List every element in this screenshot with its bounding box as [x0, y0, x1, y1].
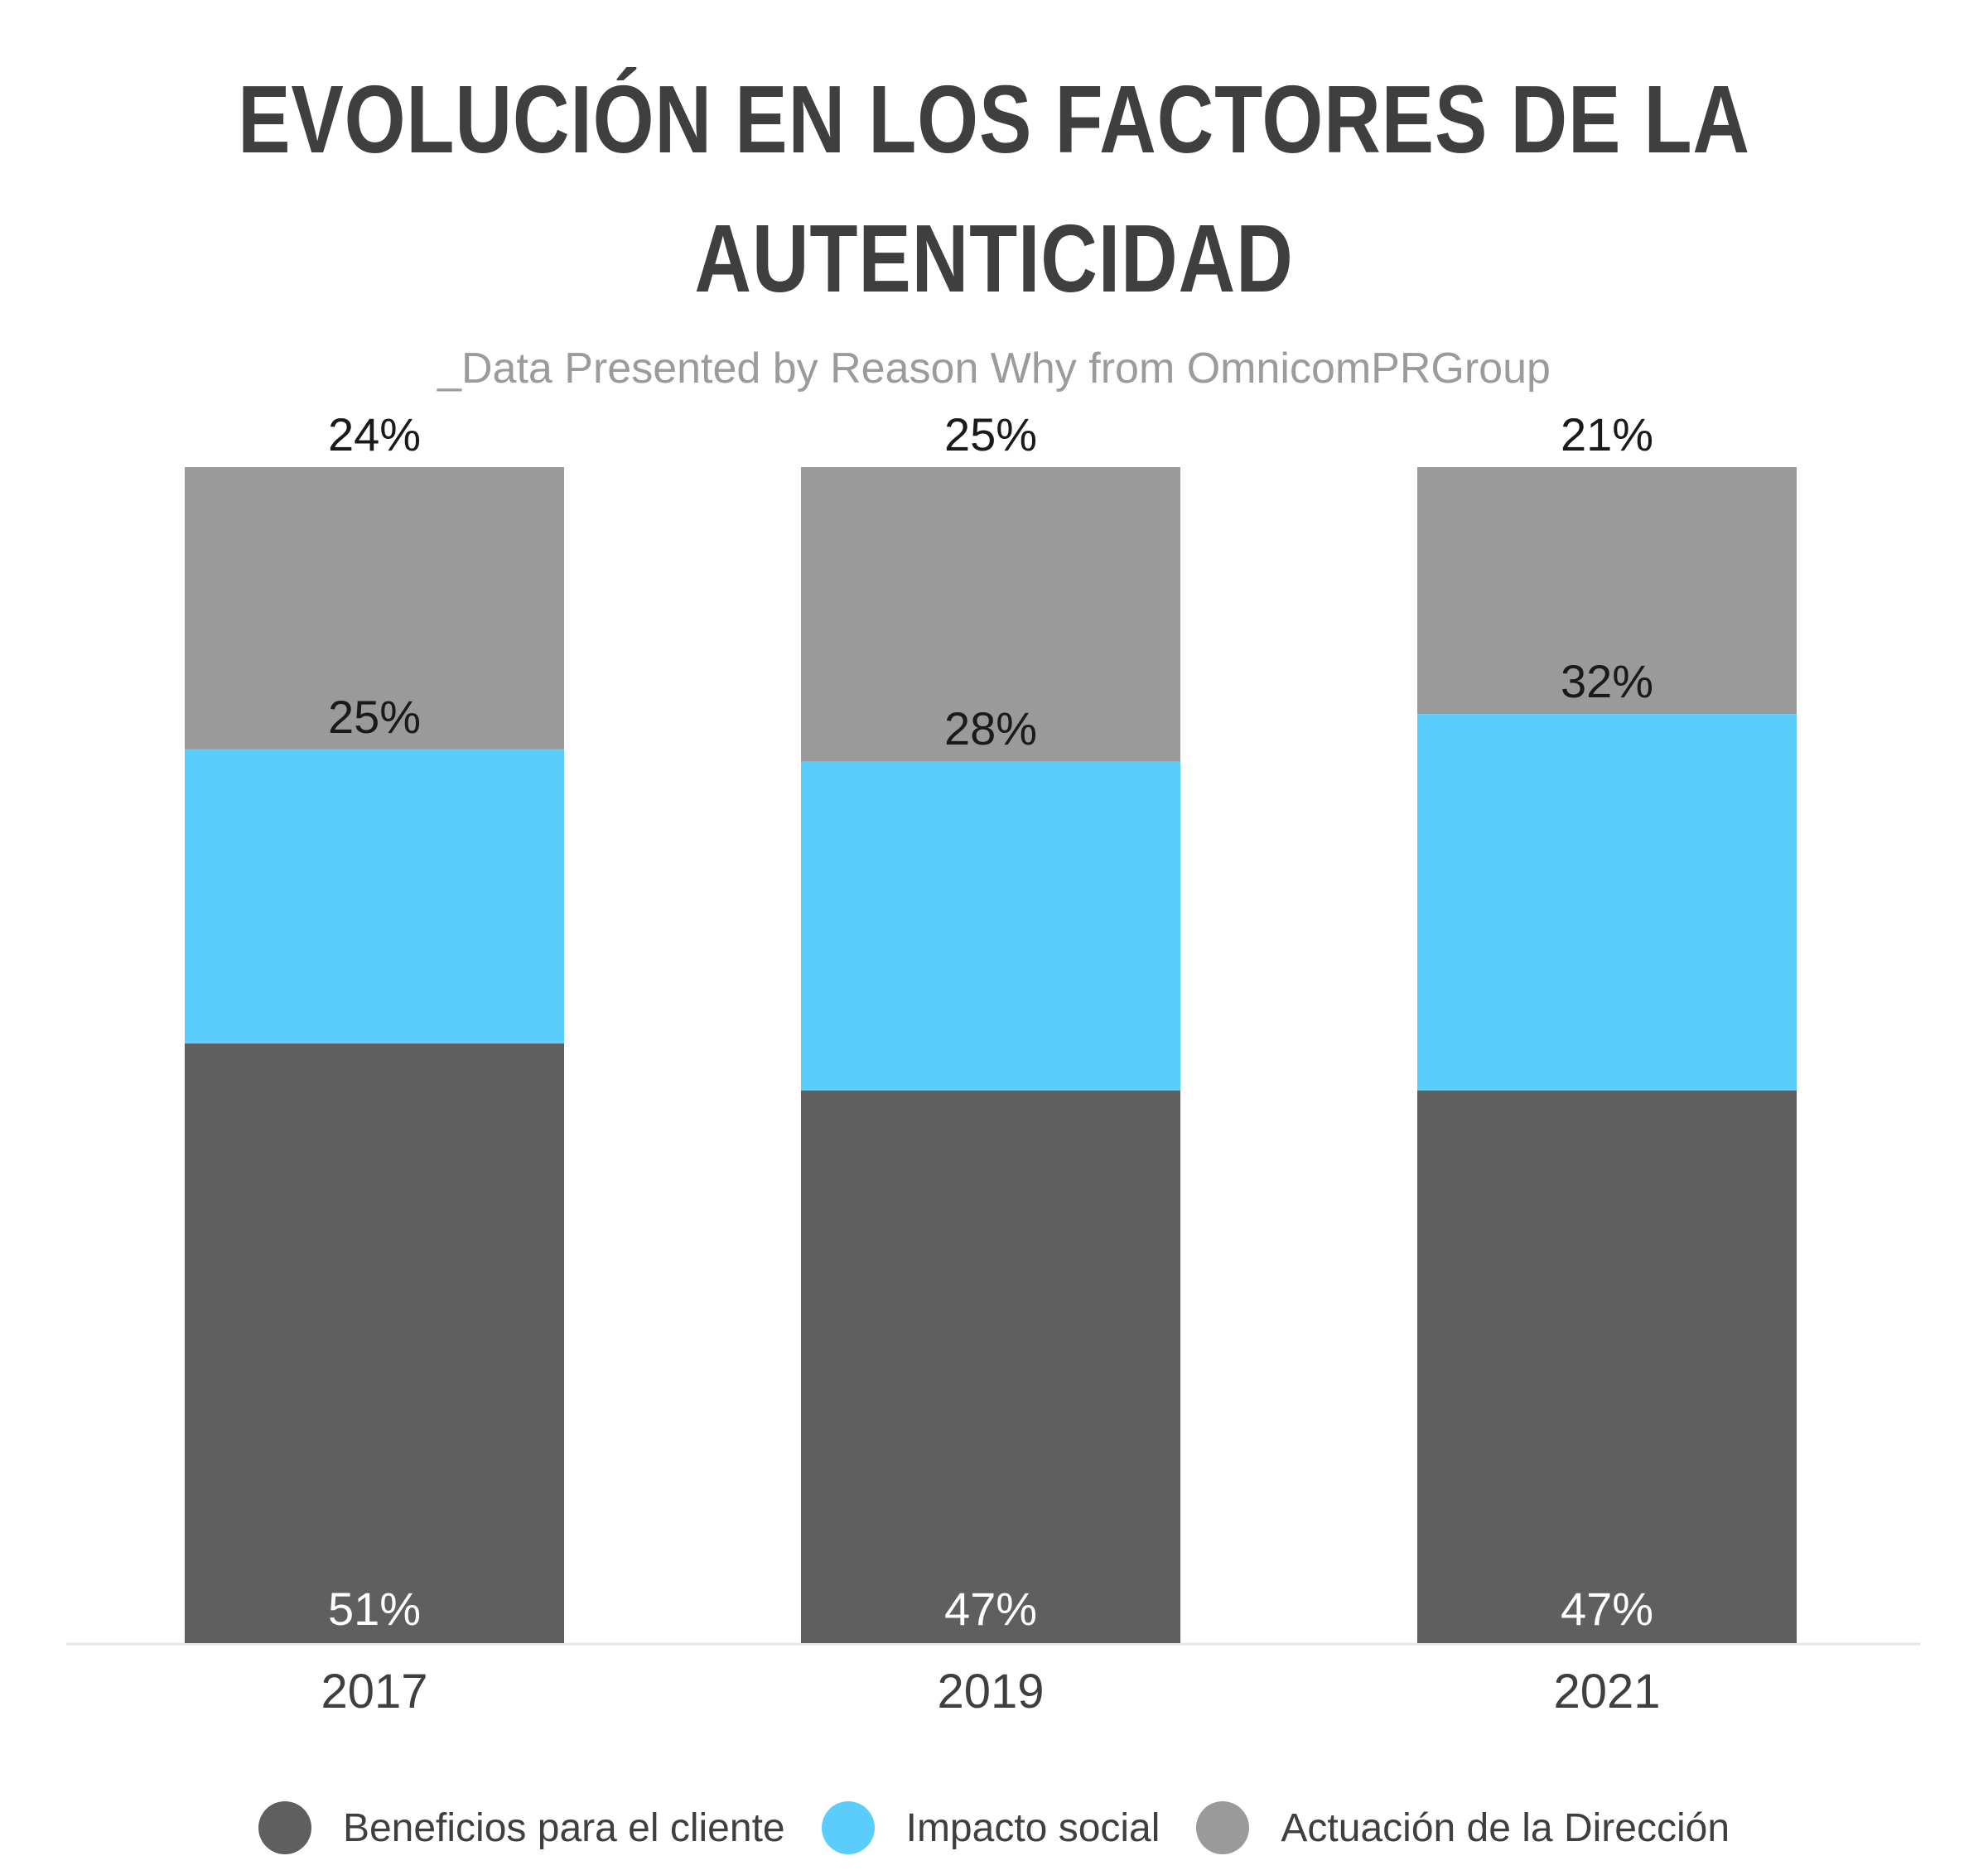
bar-segment-beneficios-para-el-cliente-2021	[1417, 1090, 1797, 1643]
data-label-impacto-social-2019: 28%	[944, 702, 1037, 754]
bar-segment-beneficios-para-el-cliente-2017	[185, 1043, 564, 1643]
legend-swatch-beneficios	[258, 1801, 311, 1854]
x-tick-label-2019: 2019	[937, 1665, 1044, 1718]
chart-subtitle: _Data Presented by Reason Why from Omnic…	[437, 345, 1551, 393]
chart-title-line-1: EVOLUCIÓN EN LOS FACTORES DE LA	[238, 65, 1750, 173]
chart-title-line-2: AUTENTICIDAD	[694, 205, 1294, 312]
data-label-beneficios-para-el-cliente-2019: 47%	[944, 1583, 1037, 1635]
bar-segment-actuacion-de-la-direccion-2019	[801, 467, 1180, 761]
bar-segment-impacto-social-2017	[185, 749, 564, 1044]
bar-segment-impacto-social-2021	[1417, 714, 1797, 1091]
legend-item-actuacion: Actuación de la Dirección	[1196, 1801, 1730, 1854]
bar-stack-2017	[185, 467, 564, 1643]
bar-stack-2021	[1417, 467, 1797, 1643]
data-label-actuacion-de-la-direccion-2019: 25%	[944, 408, 1037, 460]
legend-item-beneficios: Beneficios para el cliente	[258, 1801, 785, 1854]
data-label-impacto-social-2017: 25%	[328, 691, 421, 743]
bar-segment-impacto-social-2019	[801, 761, 1180, 1091]
bar-stack-2019	[801, 467, 1180, 1643]
data-label-beneficios-para-el-cliente-2017: 51%	[328, 1583, 421, 1635]
legend-label-impacto: Impacto social	[905, 1805, 1160, 1850]
chart-legend: Beneficios para el cliente Impacto socia…	[0, 1801, 1988, 1854]
x-tick-label-2017: 2017	[321, 1665, 427, 1718]
data-label-actuacion-de-la-direccion-2017: 24%	[328, 408, 421, 460]
legend-item-impacto: Impacto social	[821, 1801, 1160, 1854]
x-tick-label-2021: 2021	[1553, 1665, 1660, 1718]
legend-label-actuacion: Actuación de la Dirección	[1281, 1805, 1730, 1850]
data-label-beneficios-para-el-cliente-2021: 47%	[1561, 1583, 1653, 1635]
bar-segment-actuacion-de-la-direccion-2017	[185, 467, 564, 750]
chart-title: EVOLUCIÓN EN LOS FACTORES DE LA AUTENTIC…	[179, 50, 1809, 328]
legend-label-beneficios: Beneficios para el cliente	[342, 1805, 785, 1850]
data-label-impacto-social-2021: 32%	[1561, 655, 1653, 707]
data-label-actuacion-de-la-direccion-2021: 21%	[1561, 408, 1653, 460]
legend-swatch-impacto	[821, 1801, 875, 1854]
bar-segment-actuacion-de-la-direccion-2021	[1417, 467, 1797, 715]
bar-segment-beneficios-para-el-cliente-2019	[801, 1090, 1180, 1643]
legend-swatch-actuacion	[1196, 1801, 1250, 1854]
